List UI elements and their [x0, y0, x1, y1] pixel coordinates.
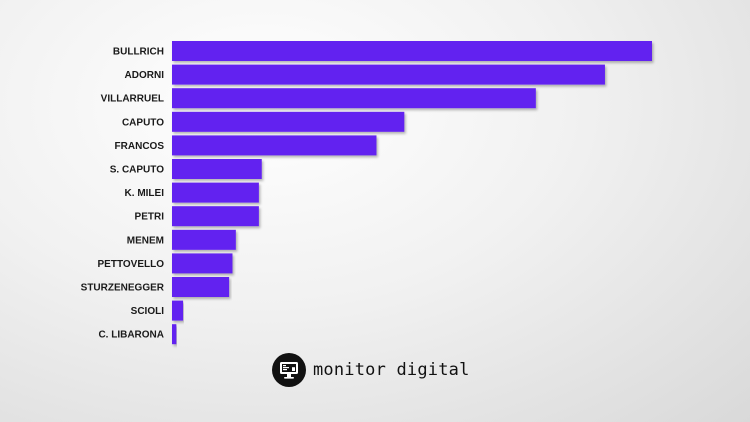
bar-s-caputo — [172, 159, 262, 179]
category-label-pettovello: PETTOVELLO — [98, 259, 165, 270]
brand-name: monitor digital — [313, 360, 470, 380]
bar-chart: BULLRICH ADORNI VILLARRUEL CAPUTO FRANCOS S. … — [81, 41, 652, 345]
category-label-c-libarona: C. LIBARONA — [98, 330, 164, 341]
category-label-caputo: CAPUTO — [122, 117, 164, 128]
category-labels-group: BULLRICH ADORNI VILLARRUEL CAPUTO FRANCOS S. … — [81, 47, 165, 341]
bar-villarruel — [172, 88, 536, 109]
bar-bullrich — [172, 41, 652, 61]
category-label-francos: FRANCOS — [115, 141, 165, 152]
bar-scioli — [172, 300, 184, 321]
category-label-s-caputo: S. CAPUTO — [110, 165, 164, 176]
bar-k-milei — [172, 182, 259, 203]
category-label-sturzenegger: STURZENEGGER — [81, 283, 165, 294]
bars-group — [172, 41, 652, 345]
bar-petri — [172, 206, 259, 227]
bar-caputo — [172, 111, 405, 132]
bar-francos — [172, 135, 377, 156]
bar-pettovello — [172, 253, 233, 274]
category-label-villarruel: VILLARRUEL — [101, 94, 164, 105]
monitor-icon — [272, 353, 306, 387]
category-label-adorni: ADORNI — [125, 70, 165, 81]
category-label-menem: MENEM — [127, 235, 164, 246]
category-label-petri: PETRI — [135, 212, 165, 223]
category-label-bullrich: BULLRICH — [113, 47, 164, 58]
bar-menem — [172, 229, 236, 250]
bar-adorni — [172, 64, 605, 85]
bar-sturzenegger — [172, 277, 230, 297]
bar-c-libarona — [172, 324, 177, 345]
brand-logo-lockup: monitor digital — [272, 353, 470, 387]
category-label-k-milei: K. MILEI — [125, 188, 165, 199]
category-label-scioli: SCIOLI — [131, 306, 165, 317]
